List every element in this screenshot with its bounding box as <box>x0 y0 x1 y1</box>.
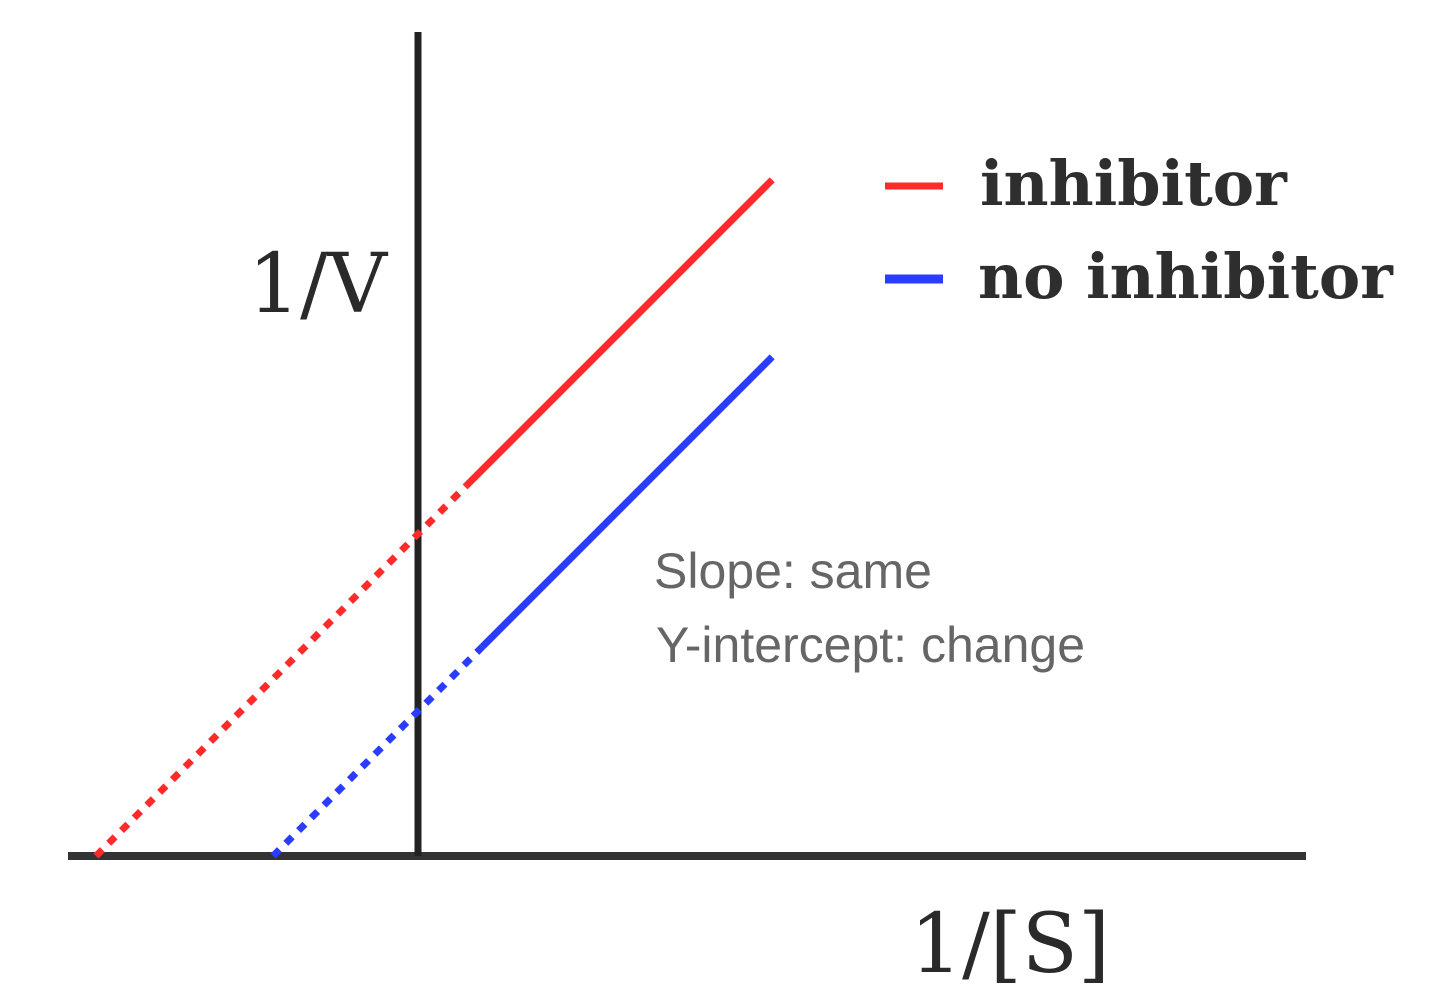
legend-label-no-inhibitor: no inhibitor <box>978 240 1394 313</box>
annotation-slope: Slope: same <box>654 543 932 599</box>
x-axis-label: 1/[S] <box>910 897 1110 987</box>
series-line-inhibitor <box>463 177 775 489</box>
series-extrapolation-no-inhibitor <box>270 644 485 859</box>
series-extrapolation-inhibitor <box>93 483 469 859</box>
legend: inhibitor no inhibitor <box>885 147 1394 313</box>
series-layer <box>93 177 775 859</box>
legend-label-inhibitor: inhibitor <box>980 147 1288 220</box>
annotation-y-intercept: Y-intercept: change <box>656 617 1085 673</box>
y-axis-label: 1/V <box>248 237 389 332</box>
series-line-no-inhibitor <box>479 354 775 650</box>
